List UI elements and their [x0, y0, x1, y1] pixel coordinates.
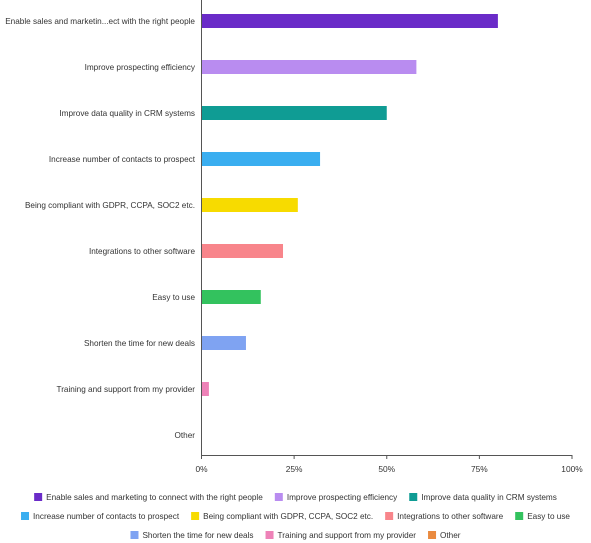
legend-item: Other [428, 531, 461, 540]
x-tick-label: 25% [286, 464, 303, 474]
legend-label: Improve data quality in CRM systems [421, 493, 557, 502]
legend-swatch [428, 531, 437, 539]
bar [201, 198, 298, 212]
legend-label: Easy to use [527, 512, 570, 521]
legend-label: Improve prospecting efficiency [287, 493, 398, 502]
legend-item: Improve data quality in CRM systems [409, 493, 557, 502]
category-label: Improve prospecting efficiency [85, 63, 196, 72]
legend-item: Increase number of contacts to prospect [21, 512, 180, 521]
legend-label: Being compliant with GDPR, CCPA, SOC2 et… [203, 512, 373, 521]
bar [201, 244, 284, 258]
category-label: Training and support from my provider [57, 385, 196, 394]
legend-item: Shorten the time for new deals [130, 531, 254, 540]
legend-label: Integrations to other software [397, 512, 503, 521]
legend-label: Increase number of contacts to prospect [33, 512, 180, 521]
legend-swatch [34, 493, 43, 501]
x-tick-label: 75% [471, 464, 488, 474]
legend-item: Being compliant with GDPR, CCPA, SOC2 et… [191, 512, 373, 521]
legend-item: Training and support from my provider [265, 531, 417, 540]
category-label: Other [175, 431, 196, 440]
category-label: Being compliant with GDPR, CCPA, SOC2 et… [25, 201, 195, 210]
legend-swatch [191, 512, 200, 520]
x-tick-label: 0% [195, 464, 208, 474]
legend-swatch [274, 493, 283, 501]
bar [201, 382, 209, 396]
category-label: Shorten the time for new deals [84, 339, 195, 348]
legend-swatch [515, 512, 524, 520]
legend-swatch [385, 512, 394, 520]
bar [201, 152, 321, 166]
legend-item: Enable sales and marketing to connect wi… [34, 493, 263, 502]
legend: Enable sales and marketing to connect wi… [21, 493, 570, 540]
bar [201, 290, 261, 304]
legend-swatch [130, 531, 139, 539]
legend-item: Improve prospecting efficiency [274, 493, 398, 502]
legend-label: Other [440, 531, 461, 540]
category-label: Easy to use [152, 293, 195, 302]
category-label: Enable sales and marketin...ect with the… [5, 17, 195, 26]
bar [201, 336, 246, 350]
bar [201, 60, 417, 74]
category-label: Improve data quality in CRM systems [59, 109, 195, 118]
category-label: Integrations to other software [89, 247, 195, 256]
category-label: Increase number of contacts to prospect [49, 155, 196, 164]
legend-label: Enable sales and marketing to connect wi… [46, 493, 263, 502]
x-ticks-layer: 0% 25% 50% 75% 100% [195, 455, 583, 474]
legend-item: Integrations to other software [385, 512, 504, 521]
legend-swatch [265, 531, 274, 539]
x-tick-label: 100% [561, 464, 583, 474]
bar [201, 14, 498, 28]
legend-item: Easy to use [515, 512, 570, 521]
bar [201, 106, 387, 120]
legend-swatch [409, 493, 418, 501]
legend-label: Training and support from my provider [278, 531, 417, 540]
legend-swatch [21, 512, 30, 520]
legend-label: Shorten the time for new deals [142, 531, 253, 540]
x-tick-label: 50% [378, 464, 395, 474]
bars-layer: Enable sales and marketin...ect with the… [5, 14, 498, 440]
